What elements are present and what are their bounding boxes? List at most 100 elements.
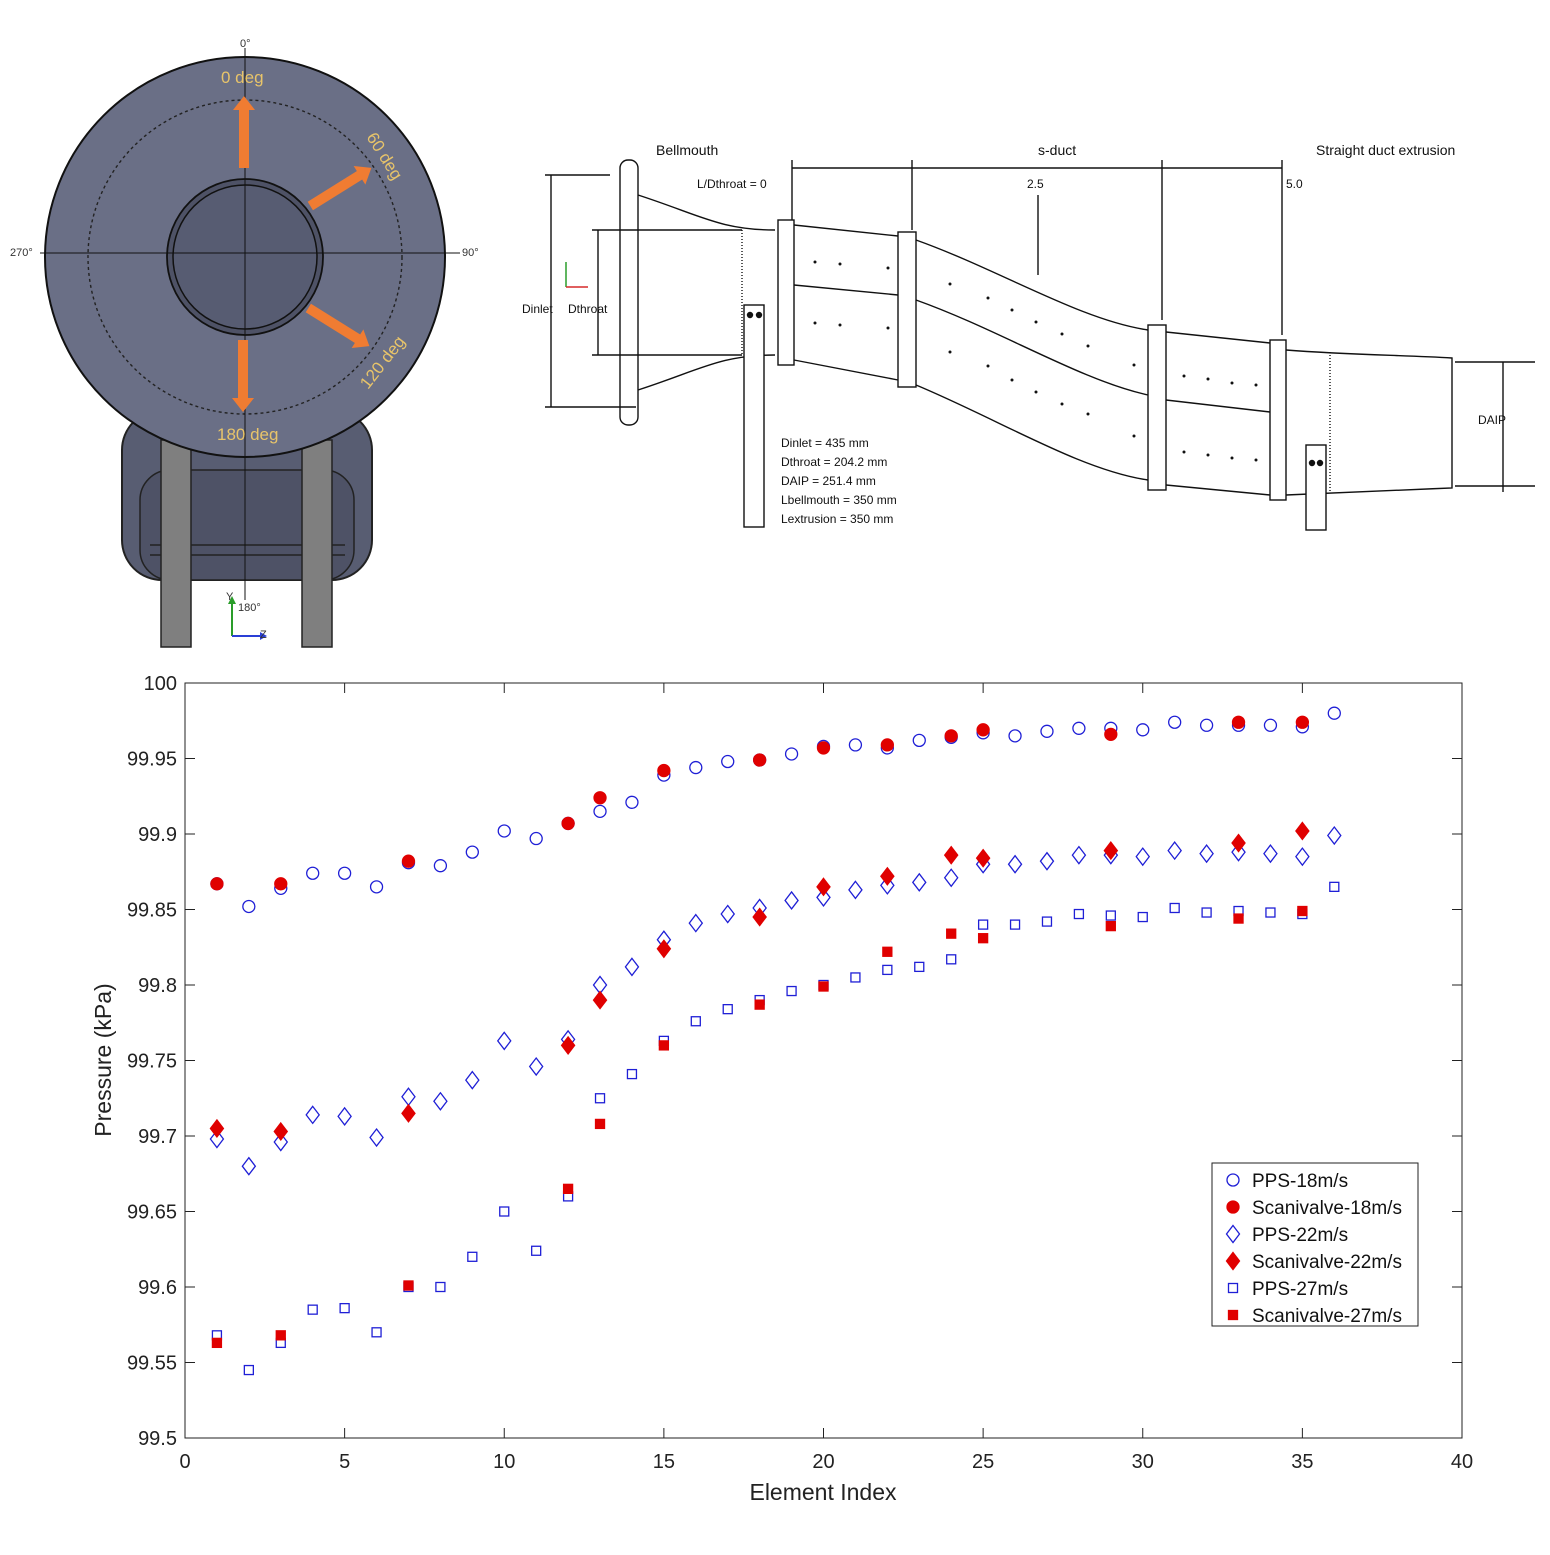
data-point: [592, 990, 608, 1010]
data-point: [911, 872, 927, 892]
stand-right-bolt: [1316, 459, 1324, 467]
data-point: [1136, 723, 1150, 737]
legend-label: Scanivalve-22m/s: [1252, 1252, 1402, 1273]
data-point: [1326, 825, 1342, 846]
data-point: [880, 738, 894, 752]
data-point: [497, 824, 511, 838]
data-point: [1231, 842, 1246, 862]
data-point: [1103, 841, 1119, 861]
y-tick-label: 99.5: [138, 1428, 177, 1450]
legend-box: [1211, 1162, 1419, 1327]
data-point: [977, 933, 989, 944]
data-point: [435, 1281, 446, 1293]
dim-label-inlet: Dinlet: [522, 302, 553, 316]
x-tick-label: 20: [812, 1451, 834, 1473]
sduct-lower-wall: [793, 359, 1271, 496]
data-point: [243, 1364, 255, 1376]
x-tick-label: 35: [1291, 1451, 1313, 1473]
y-tick-label: 99.55: [127, 1353, 177, 1375]
y-axis: 99.5 99.55 99.6 99.65 99.7 99.75 99.8 99.85 99.9…: [127, 673, 1462, 1450]
data-point: [1263, 718, 1278, 732]
series-scanivalve-18m-s: [210, 715, 1310, 891]
data-point: [433, 859, 448, 873]
data-point: [722, 1004, 733, 1015]
data-point: [371, 1327, 382, 1338]
x-tick-label: 15: [653, 1451, 675, 1473]
legend-label: PPS-18m/s: [1252, 1171, 1348, 1192]
data-point: [339, 1302, 350, 1314]
data-point: [496, 1031, 512, 1051]
section-label-extrusion: Straight duct extrusion: [1316, 142, 1455, 158]
data-point: [882, 946, 893, 957]
data-point: [880, 866, 895, 886]
y-tick-label: 99.6: [138, 1277, 177, 1299]
legend-marker: [1227, 1282, 1239, 1294]
data-point: [1263, 844, 1278, 864]
data-point: [1167, 841, 1182, 861]
data-point: [1073, 908, 1085, 920]
data-point: [816, 741, 831, 755]
data-point: [369, 880, 384, 894]
stand-left-bolt: [755, 311, 763, 319]
data-point: [1072, 721, 1086, 735]
data-point: [241, 1156, 257, 1176]
data-point: [624, 957, 640, 977]
dim-label-throat: Dthroat: [568, 302, 608, 316]
data-point: [850, 972, 861, 983]
legend-label: Scanivalve-27m/s: [1252, 1306, 1402, 1327]
data-point: [1137, 911, 1148, 923]
data-point: [273, 1132, 289, 1152]
data-point: [560, 1035, 576, 1055]
data-point: [753, 753, 767, 767]
angle-label-top: 0°: [240, 38, 251, 50]
data-point: [946, 954, 957, 965]
data-point: [1231, 833, 1246, 853]
data-point: [848, 880, 863, 900]
data-point: [720, 904, 736, 924]
data-point: [880, 875, 895, 895]
data-point: [305, 1105, 321, 1125]
data-point: [1007, 854, 1023, 874]
data-point: [1009, 919, 1021, 930]
data-point: [528, 1056, 544, 1077]
data-point: [306, 866, 320, 880]
data-point: [1329, 881, 1340, 892]
data-point: [625, 795, 639, 809]
bellmouth-flange: [619, 159, 639, 426]
support-leg-right: [301, 439, 333, 648]
data-point: [946, 928, 957, 939]
legend-marker: [1225, 1251, 1241, 1271]
station-label-0: L/Dthroat = 0: [697, 177, 767, 191]
data-point: [465, 845, 479, 859]
data-point: [1105, 910, 1116, 921]
data-point: [1039, 851, 1055, 871]
pressure-chart: 0 5 10 15 20 25 30 35 40 99.599.5599.699.6599.79…: [90, 673, 1473, 1505]
data-point: [562, 1183, 574, 1194]
spec-line: Lextrusion = 350 mm: [781, 512, 893, 526]
data-point: [273, 1121, 289, 1142]
data-point: [275, 1330, 286, 1341]
sduct-centerline: [793, 284, 1271, 413]
data-point: [690, 1016, 701, 1027]
x-tick-label: 30: [1132, 1451, 1154, 1473]
data-point: [337, 1106, 352, 1126]
data-point: [1201, 907, 1212, 918]
pressure-taps: [813, 260, 1258, 462]
data-point: [403, 1280, 414, 1291]
flange-3: [1147, 324, 1167, 491]
data-point: [976, 723, 990, 737]
triad-y-label: Y: [226, 591, 234, 603]
data-point: [337, 866, 352, 880]
y-tick-label: 99.85: [127, 900, 177, 922]
data-point: [1199, 718, 1214, 732]
data-point: [529, 831, 543, 846]
data-point: [914, 961, 925, 973]
data-point: [210, 877, 224, 891]
data-point: [657, 763, 671, 778]
data-point: [1295, 847, 1310, 867]
data-point: [561, 816, 575, 831]
y-tick-label: 99.65: [127, 1202, 177, 1224]
series-pps-22m-s: [209, 825, 1342, 1176]
data-point: [1327, 706, 1341, 720]
